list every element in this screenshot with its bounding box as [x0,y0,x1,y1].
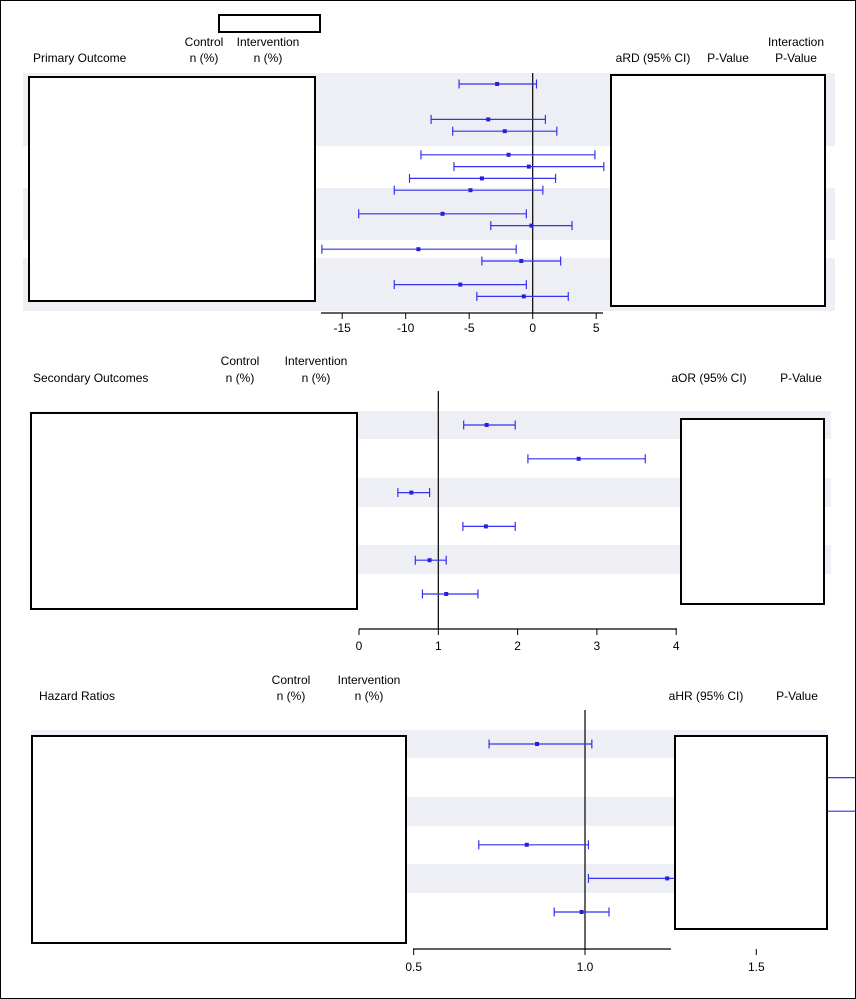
point-estimate [479,176,484,181]
x-tick-label: 0 [529,321,537,335]
point-estimate [579,910,584,914]
point-estimate [484,423,489,427]
panel2-col-intervention-unit: n (%) [301,371,331,385]
point-estimate [665,876,670,881]
panel1-redacted-right [610,74,826,307]
panel2-col-control-unit: n (%) [225,371,255,385]
x-tick-label: 5 [592,321,600,335]
panel2-col-pvalue: P-Value [780,371,822,385]
panel2-title: Secondary Outcomes [33,371,149,385]
point-estimate [506,152,511,157]
x-tick-label: 2 [514,639,521,653]
panel3-col-intervention-unit: n (%) [354,689,384,703]
panel3-title: Hazard Ratios [39,689,116,703]
panel3-redacted-left [31,735,407,944]
x-tick-label: -10 [397,321,415,335]
point-estimate [521,294,526,299]
point-estimate [526,164,531,169]
panel1-col-interaction: Interaction [767,35,825,49]
x-tick-label: 4 [672,639,680,653]
point-estimate [502,129,507,134]
redacted-box-top [218,14,321,33]
point-estimate [483,524,488,529]
point-estimate [468,188,473,193]
x-tick-label: 3 [593,639,601,653]
x-tick-label: 0.5 [405,960,423,974]
point-estimate [519,259,524,263]
point-estimate [486,117,491,122]
point-estimate [416,247,421,252]
x-tick-label: 1.5 [747,960,765,974]
point-estimate [524,842,529,847]
x-tick-label: 1 [434,639,442,653]
x-tick-label: -5 [463,321,475,335]
panel1-col-control-unit: n (%) [189,51,219,65]
panel3-col-pvalue: P-Value [776,689,818,703]
panel1-col-control: Control [184,35,224,49]
panel3-col-estimate: aHR (95% CI) [668,689,744,703]
panel3-col-control: Control [271,673,311,687]
point-estimate [409,490,414,495]
panel2-col-intervention: Intervention [284,354,348,368]
panel2-col-control: Control [220,354,260,368]
panel1-col-pvalue: P-Value [707,51,749,65]
point-estimate [576,456,581,461]
point-estimate [529,223,534,228]
panel1-col-interaction-pvalue: P-Value [775,51,817,65]
panel1-col-intervention-unit: n (%) [253,51,283,65]
x-tick-label: -15 [333,321,351,335]
point-estimate [458,282,463,287]
panel2-redacted-left [30,412,358,610]
panel1-title: Primary Outcome [33,51,127,65]
point-estimate [535,742,540,746]
panel3-redacted-right [674,735,828,930]
panel1-redacted-left [28,76,316,302]
point-estimate [444,592,449,596]
panel2-redacted-right [680,418,825,605]
point-estimate [495,82,500,86]
point-estimate [440,211,445,216]
x-tick-label: 1.0 [576,960,594,974]
panel2-col-estimate: aOR (95% CI) [671,371,747,385]
panel1-col-estimate: aRD (95% CI) [615,51,691,65]
panel3-col-control-unit: n (%) [276,689,306,703]
x-tick-label: 0 [355,639,363,653]
panel3-col-intervention: Intervention [337,673,401,687]
panel1-col-intervention: Intervention [236,35,300,49]
point-estimate [427,558,432,563]
